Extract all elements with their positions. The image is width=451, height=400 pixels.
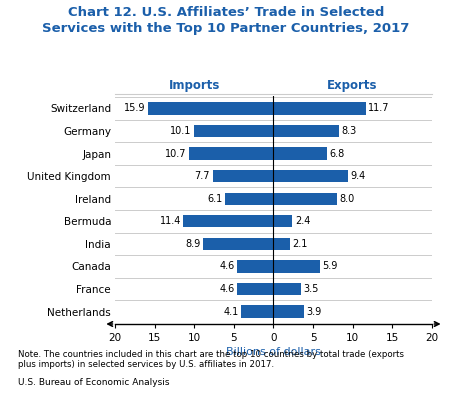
Text: 6.8: 6.8 bbox=[329, 148, 344, 158]
Text: 2.4: 2.4 bbox=[294, 216, 309, 226]
Bar bbox=[273, 102, 365, 115]
Text: 11.4: 11.4 bbox=[159, 216, 180, 226]
Bar bbox=[273, 170, 347, 182]
Text: 8.3: 8.3 bbox=[341, 126, 356, 136]
Text: 6.1: 6.1 bbox=[207, 194, 222, 204]
Bar bbox=[193, 125, 273, 137]
Bar bbox=[236, 260, 273, 273]
Text: 11.7: 11.7 bbox=[368, 104, 389, 114]
Text: 2.1: 2.1 bbox=[292, 239, 307, 249]
Bar bbox=[273, 305, 304, 318]
Bar bbox=[273, 260, 319, 273]
Bar bbox=[273, 192, 336, 205]
Text: 4.6: 4.6 bbox=[219, 262, 234, 272]
Text: 8.9: 8.9 bbox=[185, 239, 200, 249]
Text: Services with the Top 10 Partner Countries, 2017: Services with the Top 10 Partner Countri… bbox=[42, 22, 409, 35]
Text: Imports: Imports bbox=[168, 79, 220, 92]
Bar bbox=[273, 283, 300, 295]
Text: 4.1: 4.1 bbox=[223, 306, 238, 316]
Bar bbox=[183, 215, 273, 228]
Bar bbox=[273, 147, 327, 160]
Text: Exports: Exports bbox=[327, 79, 377, 92]
Text: U.S. Bureau of Economic Analysis: U.S. Bureau of Economic Analysis bbox=[18, 378, 169, 387]
Bar bbox=[225, 192, 273, 205]
Text: Chart 12. U.S. Affiliates’ Trade in Selected: Chart 12. U.S. Affiliates’ Trade in Sele… bbox=[68, 6, 383, 19]
Text: 3.9: 3.9 bbox=[306, 306, 321, 316]
Text: 3.5: 3.5 bbox=[303, 284, 318, 294]
Text: 10.1: 10.1 bbox=[170, 126, 191, 136]
Bar bbox=[189, 147, 273, 160]
Bar bbox=[273, 125, 338, 137]
Bar bbox=[236, 283, 273, 295]
Bar bbox=[273, 238, 290, 250]
X-axis label: Billions of dollars: Billions of dollars bbox=[226, 347, 320, 357]
Bar bbox=[273, 215, 292, 228]
Bar bbox=[202, 238, 273, 250]
Text: Note. The countries included in this chart are the top 10 countries by total tra: Note. The countries included in this cha… bbox=[18, 350, 403, 370]
Text: 9.4: 9.4 bbox=[350, 171, 364, 181]
Bar bbox=[212, 170, 273, 182]
Text: 4.6: 4.6 bbox=[219, 284, 234, 294]
Text: 5.9: 5.9 bbox=[322, 262, 337, 272]
Text: 15.9: 15.9 bbox=[124, 104, 145, 114]
Text: 10.7: 10.7 bbox=[165, 148, 186, 158]
Text: 7.7: 7.7 bbox=[194, 171, 210, 181]
Text: 8.0: 8.0 bbox=[338, 194, 354, 204]
Bar bbox=[147, 102, 273, 115]
Bar bbox=[240, 305, 273, 318]
